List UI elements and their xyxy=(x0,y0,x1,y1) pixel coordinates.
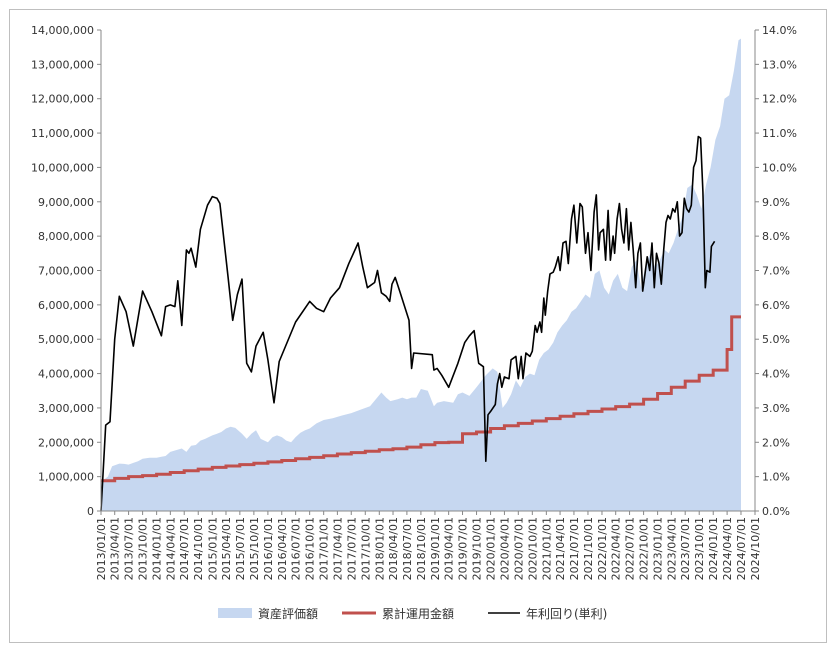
legend-label-asset-value: 資産評価額 xyxy=(258,606,318,621)
right-tick-label: 9.0% xyxy=(762,196,790,209)
annual-yield-line-layer xyxy=(100,135,716,512)
chart-frame: 0 1,000,000 2,000,000 3,000,000 4,000,000 5,0… xyxy=(9,9,827,643)
left-tick-label: 14,000,000 xyxy=(31,24,94,37)
right-tick-label: 6.0% xyxy=(762,299,790,312)
x-tick-label: 2019/01/01 xyxy=(429,517,442,580)
x-tick-label: 2019/04/01 xyxy=(443,517,456,580)
legend: 資産評価額 累計運用金額 年利回り(単利) xyxy=(218,606,607,621)
right-tick-label: 1.0% xyxy=(762,471,790,484)
x-tick-label: 2017/07/01 xyxy=(345,517,358,580)
left-axis-ticks: 0 1,000,000 2,000,000 3,000,000 4,000,000 5,0… xyxy=(31,24,101,518)
x-tick-label: 2020/07/01 xyxy=(512,517,525,580)
x-tick-label: 2024/01/01 xyxy=(707,517,720,580)
right-tick-label: 2.0% xyxy=(762,436,790,449)
x-tick-label: 2013/04/01 xyxy=(109,517,122,580)
x-tick-label: 2021/07/01 xyxy=(568,517,581,580)
x-tick-label: 2019/10/01 xyxy=(471,517,484,580)
x-tick-label: 2014/10/01 xyxy=(192,517,205,580)
x-tick-label: 2015/10/01 xyxy=(248,517,261,580)
x-tick-label: 2023/07/01 xyxy=(679,517,692,580)
x-tick-label: 2018/04/01 xyxy=(387,517,400,580)
x-tick-label: 2014/07/01 xyxy=(178,517,191,580)
x-tick-label: 2024/07/01 xyxy=(735,517,748,580)
x-tick-label: 2016/10/01 xyxy=(304,517,317,580)
left-tick-label: 13,000,000 xyxy=(31,58,94,71)
x-tick-label: 2015/01/01 xyxy=(206,517,219,580)
right-tick-label: 10.0% xyxy=(762,161,797,174)
x-tick-label: 2017/01/01 xyxy=(318,517,331,580)
cumulative-invested-line-layer xyxy=(101,315,741,483)
legend-label-annual-yield: 年利回り(単利) xyxy=(526,607,607,621)
x-tick-label: 2022/07/01 xyxy=(624,517,637,580)
left-tick-label: 10,000,000 xyxy=(31,161,94,174)
x-tick-label: 2024/10/01 xyxy=(749,517,762,580)
legend-label-cumulative-invested: 累計運用金額 xyxy=(382,606,454,621)
x-tick-label: 2017/10/01 xyxy=(359,517,372,580)
asset-value-area-layer xyxy=(101,38,741,511)
series-line-annual-yield xyxy=(100,135,716,512)
right-tick-label: 4.0% xyxy=(762,368,790,381)
x-tick-label: 2018/07/01 xyxy=(401,517,414,580)
x-tick-label: 2020/04/01 xyxy=(498,517,511,580)
x-tick-label: 2023/01/01 xyxy=(652,517,665,580)
x-tick-label: 2023/04/01 xyxy=(665,517,678,580)
right-tick-label: 3.0% xyxy=(762,402,790,415)
x-tick-label: 2016/07/01 xyxy=(290,517,303,580)
left-tick-label: 6,000,000 xyxy=(38,299,94,312)
left-tick-label: 12,000,000 xyxy=(31,93,94,106)
right-tick-label: 7.0% xyxy=(762,265,790,278)
right-tick-label: 12.0% xyxy=(762,93,797,106)
x-tick-label: 2023/10/01 xyxy=(693,517,706,580)
right-tick-label: 13.0% xyxy=(762,58,797,71)
x-tick-label: 2021/01/01 xyxy=(540,517,553,580)
x-tick-label: 2015/07/01 xyxy=(234,517,247,580)
x-tick-label: 2020/01/01 xyxy=(485,517,498,580)
legend-swatch-asset-value xyxy=(218,608,252,618)
left-tick-label: 5,000,000 xyxy=(38,333,94,346)
left-tick-label: 0 xyxy=(87,505,94,518)
right-tick-label: 8.0% xyxy=(762,230,790,243)
x-tick-label: 2016/01/01 xyxy=(262,517,275,580)
x-tick-label: 2016/04/01 xyxy=(276,517,289,580)
x-tick-label: 2013/10/01 xyxy=(137,517,150,580)
right-tick-label: 14.0% xyxy=(762,24,797,37)
left-tick-label: 4,000,000 xyxy=(38,368,94,381)
right-tick-label: 5.0% xyxy=(762,333,790,346)
chart: 0 1,000,000 2,000,000 3,000,000 4,000,000 5,0… xyxy=(31,24,797,621)
series-area-asset-value xyxy=(101,38,741,511)
x-tick-label: 2022/04/01 xyxy=(610,517,623,580)
x-tick-label: 2022/10/01 xyxy=(638,517,651,580)
x-tick-label: 2014/04/01 xyxy=(164,517,177,580)
x-tick-label: 2018/01/01 xyxy=(373,517,386,580)
left-tick-label: 9,000,000 xyxy=(38,196,94,209)
left-tick-label: 1,000,000 xyxy=(38,471,94,484)
left-tick-label: 3,000,000 xyxy=(38,402,94,415)
x-tick-label: 2022/01/01 xyxy=(596,517,609,580)
x-tick-label: 2015/04/01 xyxy=(220,517,233,580)
x-axis-ticks: 2013/01/01 2013/04/01 2013/07/01 2013/10/01… xyxy=(95,511,762,580)
x-tick-label: 2014/01/01 xyxy=(151,517,164,580)
x-tick-label: 2021/10/01 xyxy=(582,517,595,580)
right-tick-label: 11.0% xyxy=(762,127,797,140)
x-tick-label: 2013/01/01 xyxy=(95,517,108,580)
right-axis-ticks: 0.0% 1.0% 2.0% 3.0% 4.0% 5.0% 6.0% 7.0% 8.0% 9.0%… xyxy=(755,24,797,518)
x-tick-label: 2018/10/01 xyxy=(415,517,428,580)
x-tick-label: 2013/07/01 xyxy=(123,517,136,580)
left-tick-label: 2,000,000 xyxy=(38,436,94,449)
left-tick-label: 11,000,000 xyxy=(31,127,94,140)
x-tick-label: 2024/04/01 xyxy=(721,517,734,580)
x-tick-label: 2021/04/01 xyxy=(554,517,567,580)
left-tick-label: 8,000,000 xyxy=(38,230,94,243)
x-tick-label: 2019/07/01 xyxy=(457,517,470,580)
series-line-cumulative-invested xyxy=(101,315,741,483)
left-tick-label: 7,000,000 xyxy=(38,265,94,278)
right-tick-label: 0.0% xyxy=(762,505,790,518)
x-tick-label: 2020/10/01 xyxy=(526,517,539,580)
x-tick-label: 2017/04/01 xyxy=(331,517,344,580)
